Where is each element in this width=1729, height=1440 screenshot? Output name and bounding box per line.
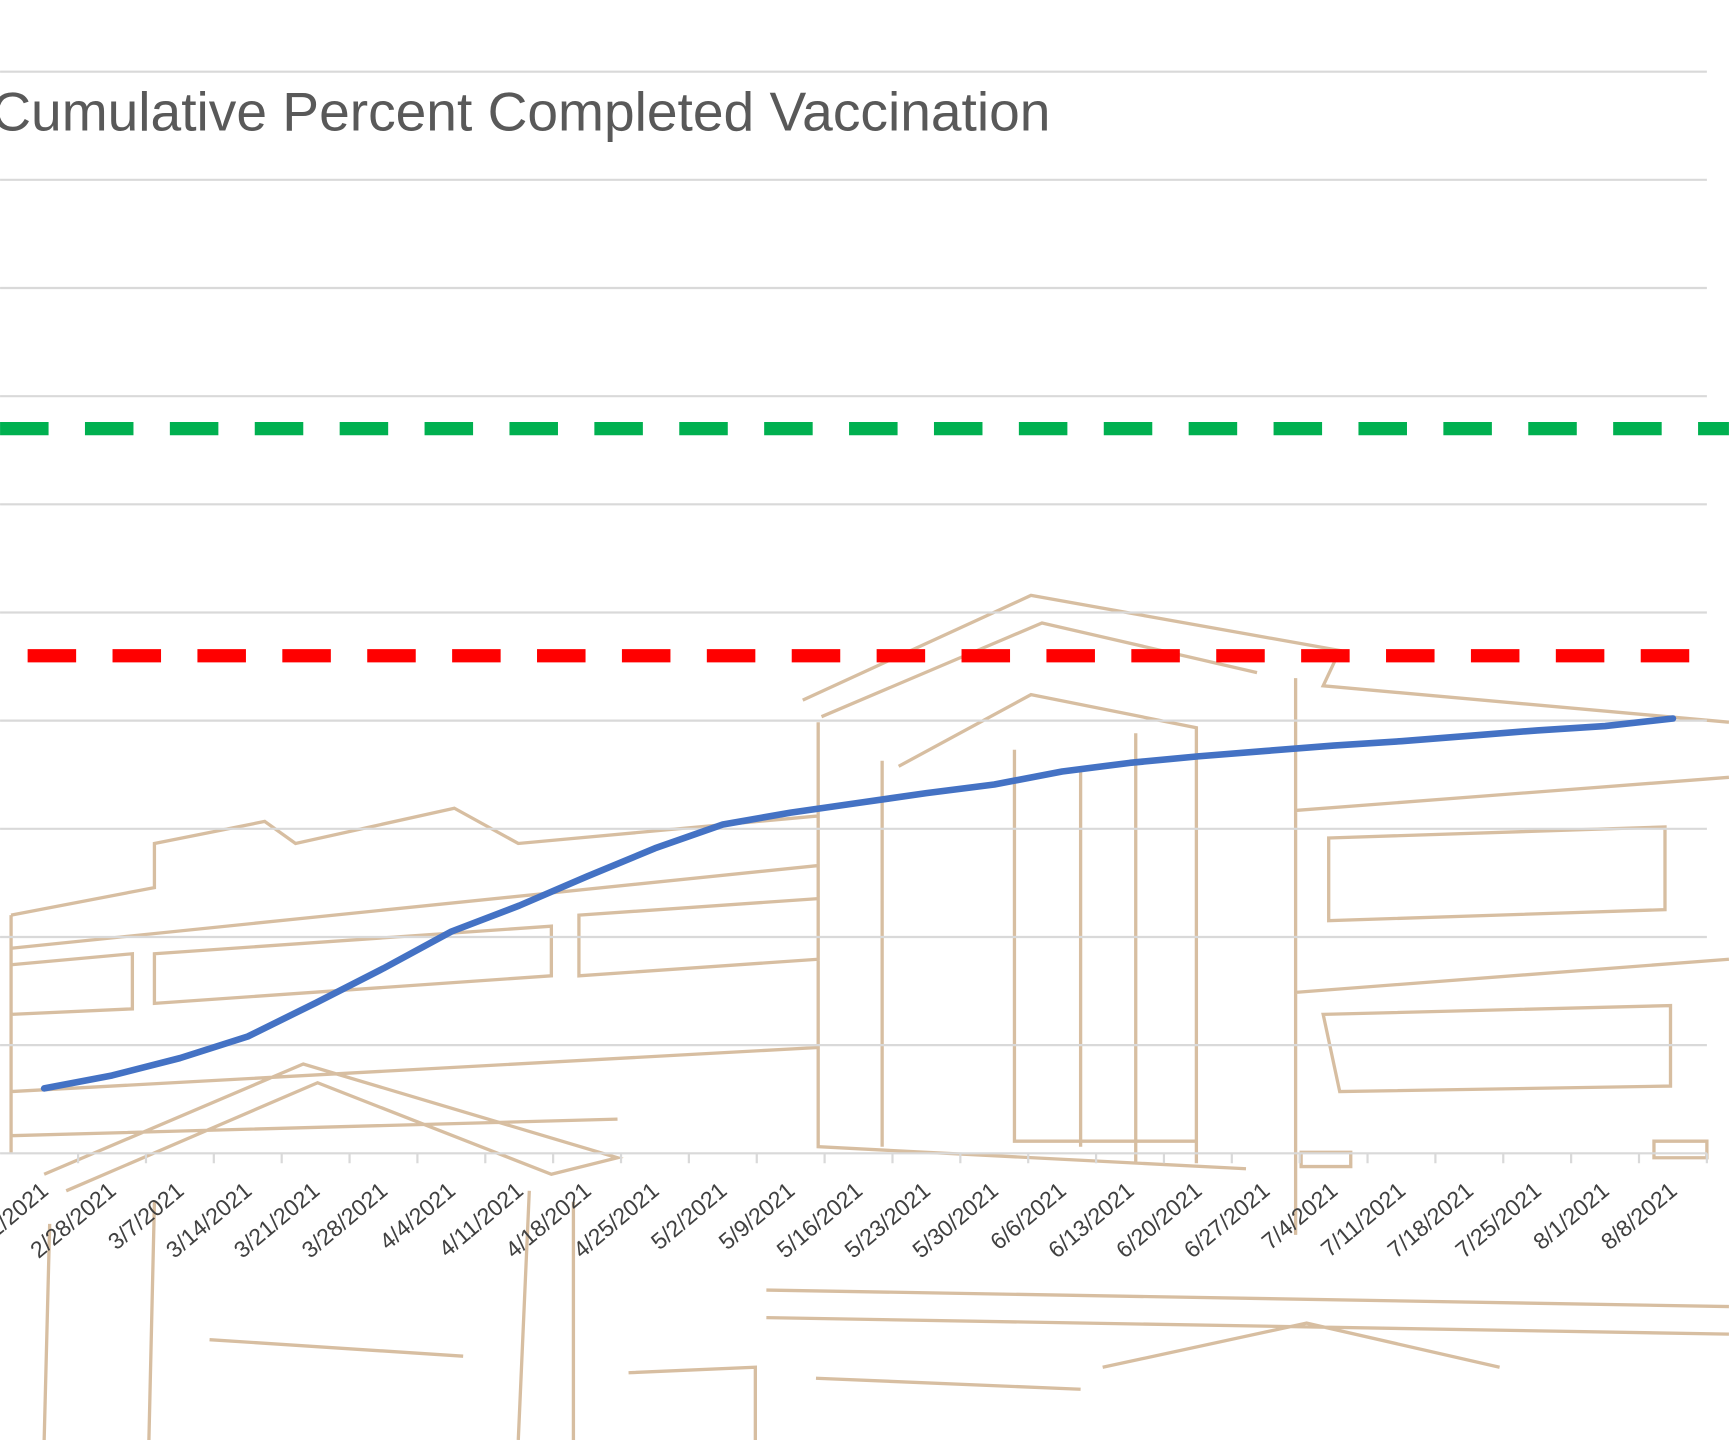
data-line	[40, 715, 1677, 1092]
chart-title: Cumulative Percent Completed Vaccination	[0, 80, 1050, 142]
x-tick-label: 5/2/2021	[646, 1177, 732, 1255]
x-tick-label: 8/8/2021	[1596, 1177, 1682, 1255]
background-illustration	[9, 593, 1729, 1440]
x-tick-label: 8/1/2021	[1528, 1177, 1614, 1255]
